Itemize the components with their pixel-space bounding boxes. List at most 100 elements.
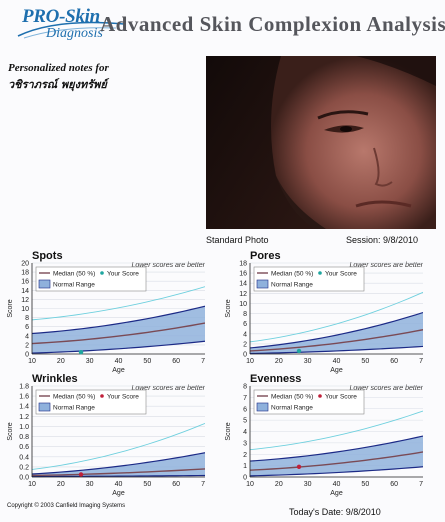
y-tick-label: 6 [243,321,247,328]
todays-date: Today's Date: 9/8/2010 [289,507,381,517]
legend-range-label: Normal Range [53,405,95,412]
normal-range-band [32,306,205,354]
x-tick-label: 40 [333,358,341,365]
y-tick-label: 0.0 [19,475,29,482]
x-tick-label: 60 [390,481,398,488]
face-photo-illustration [206,56,436,229]
standard-photo [206,56,436,229]
your-score-point [296,348,302,354]
x-tick-label: 20 [57,481,65,488]
x-tick-label: 20 [275,358,283,365]
x-tick-label: 40 [115,358,123,365]
range-lower-edge [31,474,205,478]
chart-svg: Evenness Lower scores are better 0 1 2 3 4 5 6 7 8… [225,373,423,497]
normal-range-band [250,312,423,354]
spots-chart: Spots Lower scores are better 0 2 4 6 8 10 12 14 1… [0,250,205,375]
y-tick-label: 2 [243,452,247,459]
x-tick-label: 10 [246,481,254,488]
x-tick-label: 60 [390,358,398,365]
evenness-chart: Evenness Lower scores are better 0 1 2 3 4 5 6 7 8… [218,373,423,498]
legend-score-swatch [100,271,104,275]
legend-range-swatch [256,279,269,289]
x-axis-label: Age [330,367,343,374]
y-tick-label: 18 [239,261,247,268]
pro-skin-logo: PRO-Skin Diagnosis [16,6,125,46]
chart-note: Lower scores are better [349,262,423,269]
y-tick-label: 7 [243,395,247,402]
chart-title: Spots [32,250,63,262]
x-tick-label: 20 [57,358,65,365]
report-title: Advanced Skin Complexion Analysis [100,12,445,36]
chart-title: Pores [250,250,281,262]
x-tick-label: 10 [246,358,254,365]
y-tick-label: 14 [239,281,247,288]
upper-percentile-line [31,286,205,321]
x-tick-label: 50 [361,481,369,488]
y-tick-label: 5 [243,418,247,425]
legend-score-label: Your Score [107,394,139,401]
y-tick-label: 4 [243,429,247,436]
y-tick-label: 16 [21,279,29,286]
copyright-text: Copyright © 2003 Canfield Imaging System… [7,503,126,509]
y-tick-label: 0 [25,352,29,359]
range-upper-edge [31,305,205,335]
wrinkles-chart: Wrinkles Lower scores are better 0.0 0.2 0.4… [0,373,205,498]
y-tick-label: 12 [239,291,247,298]
x-tick-label: 70 [419,481,423,488]
legend-score-swatch [100,394,104,398]
legend-score-label: Your Score [325,394,357,401]
x-tick-label: 70 [201,481,205,488]
x-tick-label: 30 [304,358,312,365]
y-tick-label: 18 [21,270,29,277]
x-tick-label: 60 [172,358,180,365]
chart-svg: Wrinkles Lower scores are better 0.0 0.2 0.4… [7,373,205,497]
x-tick-label: 30 [86,481,94,488]
normal-range-band [250,436,423,476]
x-tick-label: 60 [172,481,180,488]
report-header: PRO-Skin Diagnosis Advanced Skin Complex… [0,0,445,52]
legend-box [35,266,147,292]
range-upper-edge [249,311,423,349]
y-tick-label: 1.0 [19,424,29,431]
legend-median-label: Median (50 %) [53,271,95,278]
legend-median-label: Median (50 %) [271,394,313,401]
x-tick-label: 70 [201,358,205,365]
y-tick-label: 8 [25,315,29,322]
upper-percentile-line [249,410,423,451]
session-date: Session: 9/8/2010 [346,235,419,245]
y-tick-label: 0 [243,475,247,482]
y-tick-label: 0.6 [19,444,29,451]
legend-score-swatch [318,271,322,275]
y-tick-label: 0.4 [19,454,29,461]
your-score-point [296,464,302,469]
chart-title: Evenness [250,373,301,385]
y-tick-label: 2 [25,342,29,349]
y-axis-label: Score [225,299,232,317]
chart-note: Lower scores are better [131,262,205,269]
legend-box [253,266,365,292]
median-line [31,468,205,477]
y-tick-label: 2 [243,341,247,348]
legend-range-label: Normal Range [53,282,95,289]
x-axis-label: Age [112,490,125,497]
logo-swoosh [17,21,125,39]
y-tick-label: 10 [239,301,247,308]
upper-percentile-line [249,291,423,343]
chart-title: Wrinkles [32,373,78,385]
logo-line-1: PRO-Skin [22,6,100,27]
legend-box [35,389,147,415]
x-axis-label: Age [330,490,343,497]
chart-note: Lower scores are better [131,385,205,392]
chart-svg: Spots Lower scores are better 0 2 4 6 8 10 12 14 1… [7,250,205,374]
range-lower-edge [249,466,423,477]
y-tick-label: 4 [25,333,29,340]
x-tick-label: 10 [28,358,36,365]
logo-line-2: Diagnosis [46,26,103,41]
legend-score-swatch [318,394,322,398]
x-tick-label: 10 [28,481,36,488]
y-tick-label: 1.6 [19,394,29,401]
legend-range-swatch [38,402,51,412]
legend-median-label: Median (50 %) [271,271,313,278]
upper-percentile-line [31,422,205,470]
legend-box [253,389,365,415]
